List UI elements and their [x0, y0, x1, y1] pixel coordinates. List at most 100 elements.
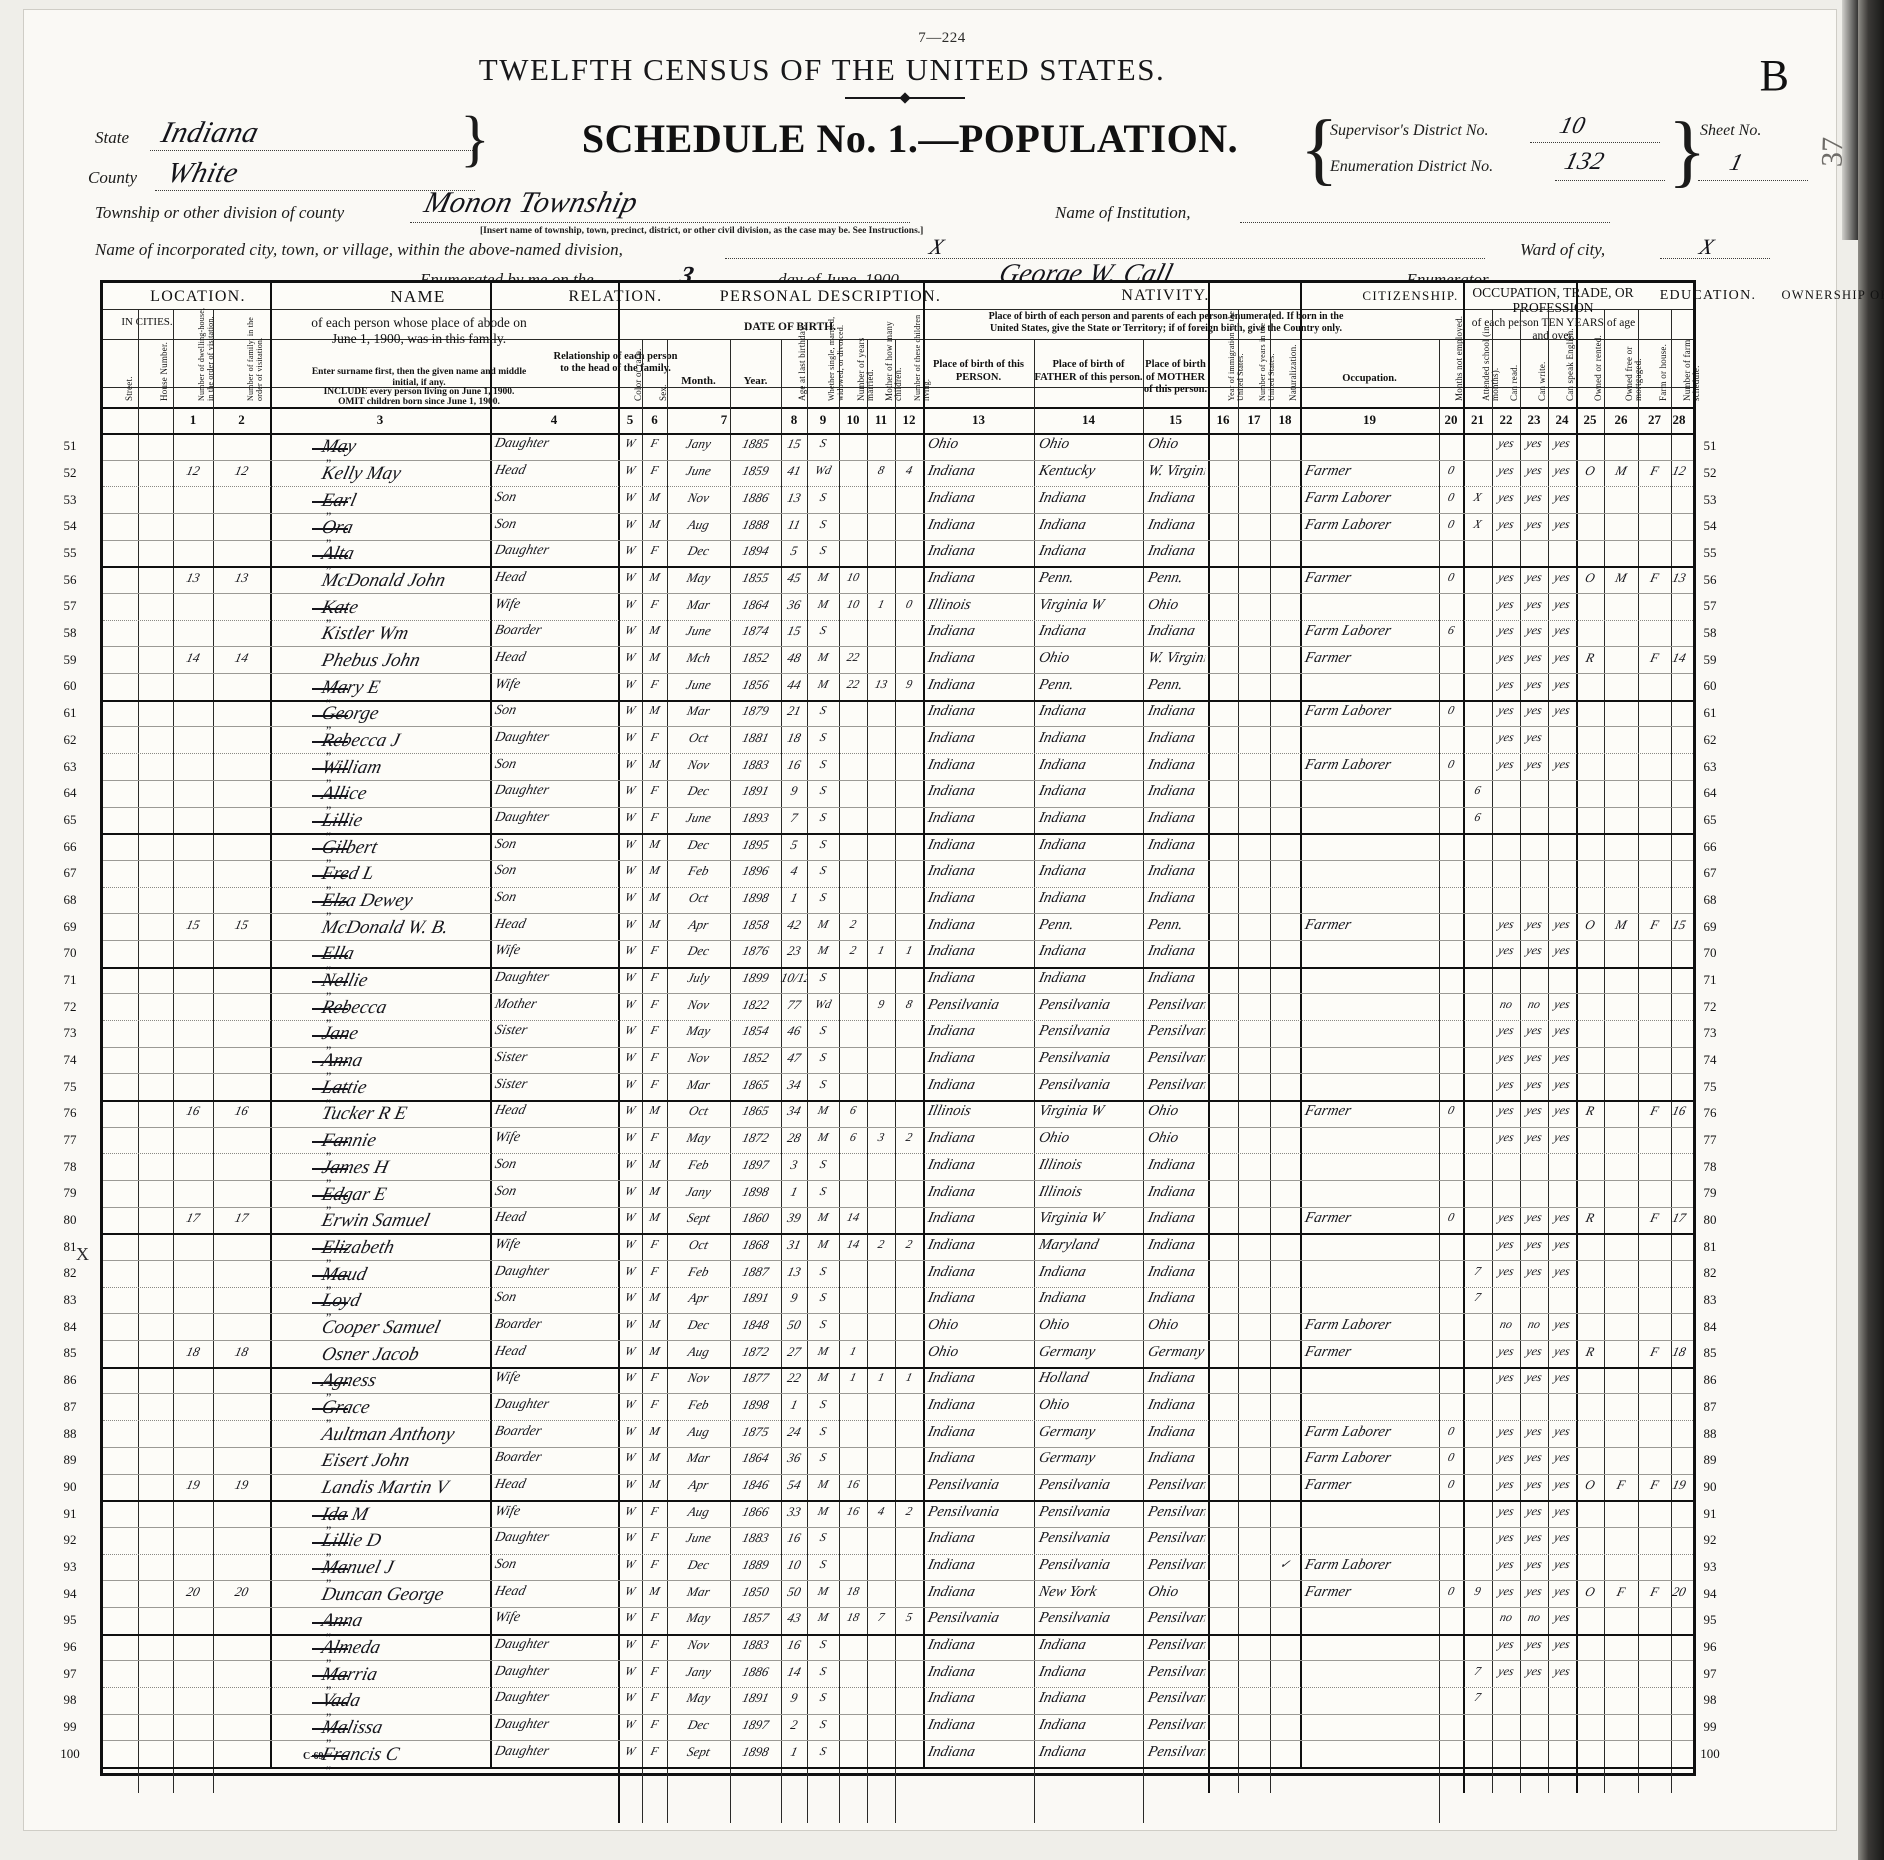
- cell-fbp[interactable]: Virginia W: [1037, 596, 1106, 613]
- cell-rel[interactable]: Daughter: [493, 1530, 551, 1546]
- cell-age[interactable]: 44: [785, 676, 803, 692]
- cell-rel[interactable]: Daughter: [493, 543, 551, 559]
- cell-mch[interactable]: 4: [876, 1503, 886, 1518]
- cell-month[interactable]: Mar: [685, 1450, 712, 1466]
- cell-month[interactable]: May: [685, 1130, 712, 1146]
- cell-bp[interactable]: Pensilvania: [926, 1503, 1001, 1520]
- cell-eng[interactable]: yes: [1552, 649, 1572, 664]
- cell-month[interactable]: Oct: [687, 890, 710, 906]
- cell-rel[interactable]: Son: [493, 516, 518, 532]
- cell-occ[interactable]: Farm Laborer: [1303, 1450, 1393, 1467]
- cell-write[interactable]: yes: [1524, 1236, 1544, 1251]
- cell-free[interactable]: M: [1613, 569, 1629, 585]
- cell-year[interactable]: 1888: [740, 516, 771, 532]
- cell-fbp[interactable]: Pensilvania: [1037, 996, 1112, 1013]
- cell-sch[interactable]: 7: [1472, 1663, 1483, 1678]
- cell-read[interactable]: yes: [1496, 729, 1516, 744]
- cell-read[interactable]: yes: [1496, 436, 1516, 451]
- cell-occ[interactable]: Farm Laborer: [1303, 1316, 1393, 1333]
- cell-fbp[interactable]: Pensilvania: [1037, 1023, 1112, 1040]
- cell-fbp[interactable]: Virginia W: [1037, 1103, 1106, 1120]
- cell-eng[interactable]: yes: [1552, 1450, 1572, 1465]
- cell-fbp[interactable]: Indiana: [1037, 890, 1088, 907]
- cell-month[interactable]: Feb: [686, 863, 711, 879]
- cell-fam[interactable]: 12: [233, 463, 250, 479]
- cell-year[interactable]: 1879: [740, 703, 771, 719]
- cell-ms[interactable]: S: [818, 1530, 828, 1545]
- cell-mbp[interactable]: W. Virginia: [1146, 463, 1207, 480]
- cell-sex[interactable]: F: [649, 1130, 660, 1145]
- cell-year[interactable]: 1860: [740, 1210, 771, 1226]
- cell-bp[interactable]: Indiana: [926, 489, 977, 506]
- cell-fbp[interactable]: Indiana: [1037, 756, 1088, 773]
- cell-eng[interactable]: yes: [1552, 569, 1572, 584]
- cell-fbp[interactable]: Ohio: [1037, 649, 1071, 666]
- cell-write[interactable]: yes: [1524, 1103, 1544, 1118]
- cell-sex[interactable]: M: [647, 623, 662, 638]
- cell-year[interactable]: 1864: [740, 596, 771, 612]
- cell-farm[interactable]: F: [1648, 463, 1661, 479]
- cell-write[interactable]: no: [1526, 1610, 1542, 1625]
- cell-race[interactable]: W: [623, 1663, 637, 1678]
- cell-age[interactable]: 1: [789, 1743, 800, 1759]
- cell-race[interactable]: W: [623, 1423, 637, 1438]
- cell-mne[interactable]: 0: [1446, 703, 1456, 718]
- cell-ms[interactable]: M: [816, 1610, 830, 1625]
- cell-read[interactable]: yes: [1496, 1557, 1516, 1572]
- cell-fbp[interactable]: Indiana: [1037, 836, 1088, 853]
- cell-month[interactable]: June: [684, 463, 713, 479]
- cell-fbp[interactable]: Ohio: [1037, 1130, 1071, 1147]
- cell-sex[interactable]: M: [647, 489, 662, 504]
- cell-mbp[interactable]: Indiana: [1146, 1183, 1197, 1200]
- cell-fbp[interactable]: Kentucky: [1037, 463, 1097, 480]
- cell-month[interactable]: Dec: [686, 1717, 711, 1733]
- cell-write[interactable]: yes: [1524, 1583, 1544, 1598]
- township-value[interactable]: Monon Township: [421, 186, 642, 219]
- cell-yrs[interactable]: 18: [845, 1610, 861, 1625]
- cell-sex[interactable]: F: [649, 970, 660, 985]
- cell-farm[interactable]: F: [1648, 1476, 1661, 1492]
- cell-sex[interactable]: F: [649, 1610, 660, 1625]
- cell-write[interactable]: yes: [1524, 569, 1544, 584]
- cell-sex[interactable]: F: [649, 1503, 660, 1518]
- cell-month[interactable]: Dec: [686, 943, 711, 959]
- cell-age[interactable]: 14: [785, 1663, 803, 1679]
- cell-eng[interactable]: yes: [1552, 1076, 1572, 1091]
- cell-write[interactable]: yes: [1524, 596, 1544, 611]
- cell-year[interactable]: 1898: [740, 1183, 771, 1199]
- cell-sex[interactable]: F: [649, 729, 660, 744]
- cell-bp[interactable]: Indiana: [926, 1183, 977, 1200]
- cell-fbp[interactable]: Indiana: [1037, 1637, 1088, 1654]
- cell-fbp[interactable]: Pensilvania: [1037, 1503, 1112, 1520]
- cell-sex[interactable]: F: [649, 1663, 660, 1678]
- cell-read[interactable]: yes: [1496, 1210, 1516, 1225]
- cell-year[interactable]: 1886: [740, 1663, 771, 1679]
- cell-own[interactable]: O: [1583, 1583, 1597, 1599]
- cell-free[interactable]: M: [1613, 463, 1629, 479]
- cell-bp[interactable]: Indiana: [926, 1690, 977, 1707]
- cell-mbp[interactable]: Indiana: [1146, 489, 1197, 506]
- cell-mch[interactable]: 2: [876, 1236, 886, 1251]
- cell-write[interactable]: yes: [1524, 1023, 1544, 1038]
- cell-occ[interactable]: Farmer: [1303, 1210, 1353, 1227]
- cell-chl[interactable]: 8: [904, 996, 914, 1011]
- cell-rel[interactable]: Wife: [493, 1503, 522, 1519]
- cell-fbp[interactable]: Indiana: [1037, 1717, 1088, 1734]
- cell-bp[interactable]: Ohio: [926, 1316, 960, 1333]
- cell-mbp[interactable]: Pensilvania: [1146, 1743, 1207, 1760]
- cell-mne[interactable]: 0: [1446, 1210, 1456, 1225]
- cell-sex[interactable]: F: [649, 783, 660, 798]
- cell-read[interactable]: yes: [1496, 1583, 1516, 1598]
- cell-sch[interactable]: 6: [1472, 809, 1483, 824]
- cell-fbp[interactable]: Indiana: [1037, 943, 1088, 960]
- cell-fbp[interactable]: Indiana: [1037, 1690, 1088, 1707]
- cell-rel[interactable]: Daughter: [493, 1717, 551, 1733]
- cell-fam[interactable]: 13: [233, 569, 250, 585]
- cell-year[interactable]: 1898: [740, 1396, 771, 1412]
- cell-month[interactable]: Dec: [686, 543, 711, 559]
- cell-eng[interactable]: yes: [1552, 1663, 1572, 1678]
- cell-occ[interactable]: Farm Laborer: [1303, 1423, 1393, 1440]
- cell-month[interactable]: Nov: [686, 1370, 711, 1386]
- cell-ms[interactable]: S: [818, 1023, 828, 1038]
- cell-own[interactable]: R: [1584, 1343, 1596, 1359]
